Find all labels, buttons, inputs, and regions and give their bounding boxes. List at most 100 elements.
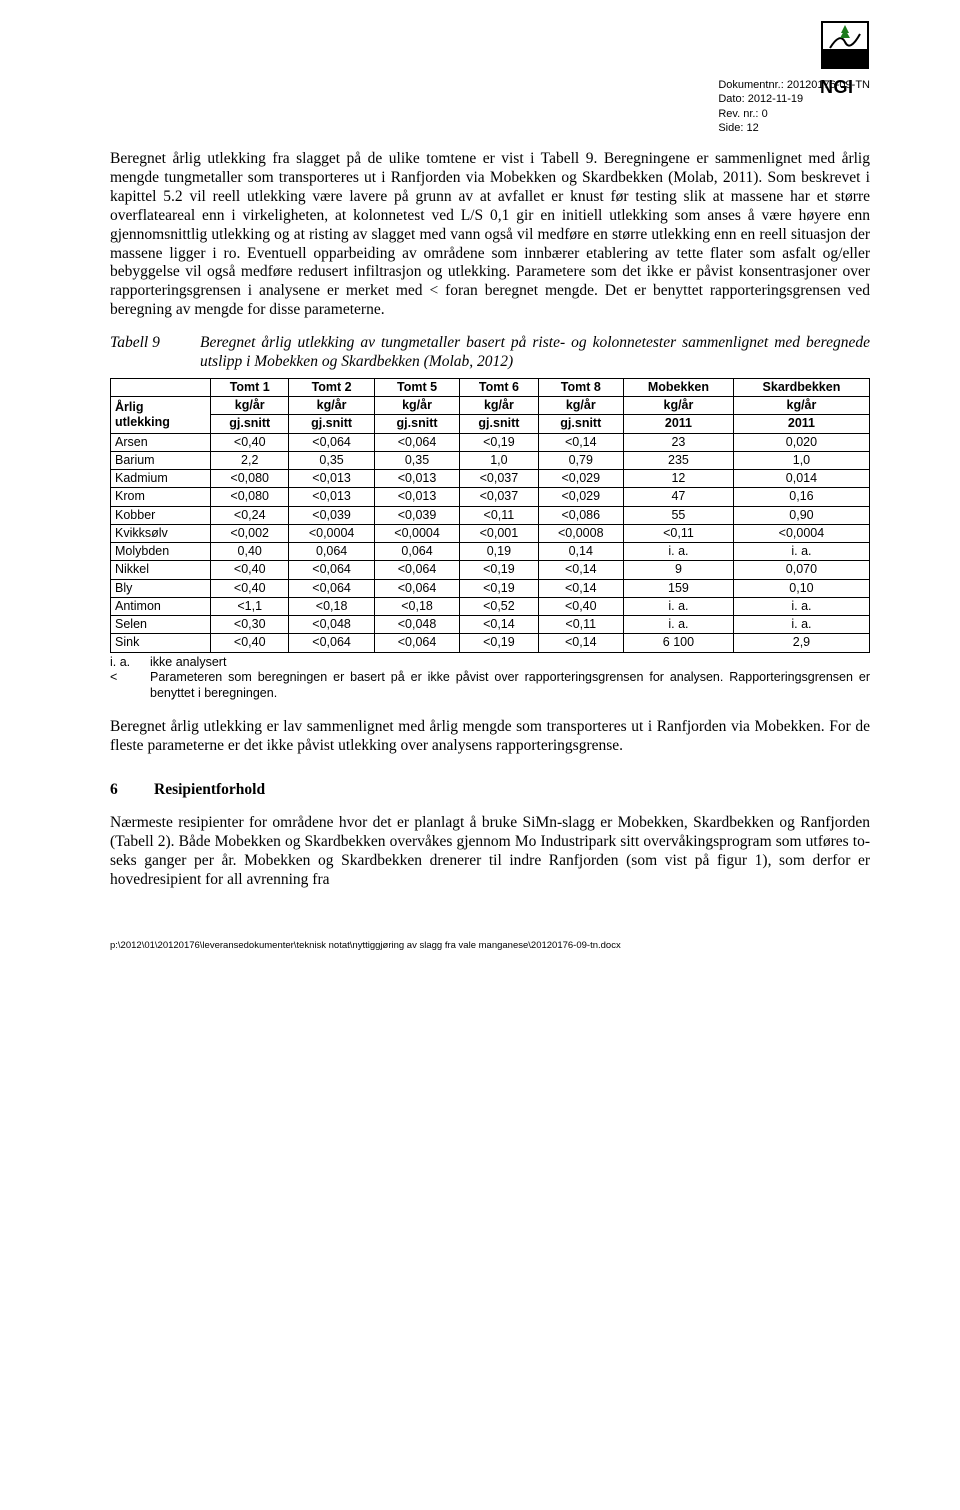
th-tomt5: Tomt 5 bbox=[374, 378, 459, 396]
row-label: Barium bbox=[111, 451, 211, 469]
cell: <0,064 bbox=[374, 579, 459, 597]
cell: i. a. bbox=[624, 616, 734, 634]
cell: 2,9 bbox=[733, 634, 869, 652]
th-unit-1: kg/år bbox=[211, 397, 289, 415]
th-skardbekken: Skardbekken bbox=[733, 378, 869, 396]
cell: <0,18 bbox=[289, 597, 374, 615]
table-caption: Beregnet årlig utlekking av tungmetaller… bbox=[200, 334, 870, 372]
th-unit-6: kg/år bbox=[624, 397, 734, 415]
date-label: Dato: bbox=[718, 93, 744, 105]
cell: <0,19 bbox=[460, 561, 538, 579]
cell: 0,35 bbox=[289, 451, 374, 469]
paragraph-1: Beregnet årlig utlekking fra slagget på … bbox=[110, 150, 870, 320]
th-tomt8: Tomt 8 bbox=[538, 378, 623, 396]
table-row: Arsen<0,40<0,064<0,064<0,19<0,14230,020 bbox=[111, 433, 870, 451]
cell: 0,064 bbox=[374, 543, 459, 561]
section-6-num: 6 bbox=[110, 781, 154, 800]
th-unit-5: kg/år bbox=[538, 397, 623, 415]
cell: 0,79 bbox=[538, 451, 623, 469]
cell: <0,52 bbox=[460, 597, 538, 615]
row-label: Kobber bbox=[111, 506, 211, 524]
cell: 23 bbox=[624, 433, 734, 451]
cell: <0,037 bbox=[460, 488, 538, 506]
cell: <0,0008 bbox=[538, 524, 623, 542]
th-arlig-l2: utlekking bbox=[115, 415, 206, 430]
cell: <0,037 bbox=[460, 470, 538, 488]
cell: <0,24 bbox=[211, 506, 289, 524]
cell: <0,086 bbox=[538, 506, 623, 524]
cell: <0,013 bbox=[289, 488, 374, 506]
rev-label: Rev. nr.: bbox=[718, 108, 758, 120]
cell: 235 bbox=[624, 451, 734, 469]
cell: <0,18 bbox=[374, 597, 459, 615]
cell: 0,35 bbox=[374, 451, 459, 469]
page: NGI Dokumentnr.: 20120176-09-TN Dato: 20… bbox=[0, 0, 960, 991]
th-year-1: 2011 bbox=[624, 415, 734, 433]
cell: <0,013 bbox=[374, 488, 459, 506]
rev: 0 bbox=[762, 108, 768, 120]
section-6-heading: 6Resipientforhold bbox=[110, 781, 870, 800]
cell: <0,0004 bbox=[374, 524, 459, 542]
cell: <0,40 bbox=[538, 597, 623, 615]
cell: <0,30 bbox=[211, 616, 289, 634]
table-row: Selen<0,30<0,048<0,048<0,14<0,11i. a.i. … bbox=[111, 616, 870, 634]
th-sub-3: gj.snitt bbox=[374, 415, 459, 433]
cell: <0,19 bbox=[460, 579, 538, 597]
fn-lt-val: Parameteren som beregningen er basert på… bbox=[150, 670, 870, 701]
th-sub-1: gj.snitt bbox=[211, 415, 289, 433]
th-blank bbox=[111, 378, 211, 396]
paragraph-3: Nærmeste resipienter for områdene hvor d… bbox=[110, 814, 870, 890]
cell: <0,048 bbox=[374, 616, 459, 634]
footnotes: i. a. ikke analysert < Parameteren som b… bbox=[110, 655, 870, 702]
row-label: Kvikksølv bbox=[111, 524, 211, 542]
cell: 0,020 bbox=[733, 433, 869, 451]
cell: i. a. bbox=[624, 543, 734, 561]
cell: 1,0 bbox=[733, 451, 869, 469]
cell: <0,11 bbox=[624, 524, 734, 542]
cell: <0,001 bbox=[460, 524, 538, 542]
cell: <0,080 bbox=[211, 470, 289, 488]
cell: <0,080 bbox=[211, 488, 289, 506]
cell: 6 100 bbox=[624, 634, 734, 652]
fn-lt-key: < bbox=[110, 670, 150, 701]
side-label: Side: bbox=[718, 122, 743, 134]
cell: <0,40 bbox=[211, 433, 289, 451]
table-row: Sink<0,40<0,064<0,064<0,19<0,146 1002,9 bbox=[111, 634, 870, 652]
cell: <0,064 bbox=[289, 579, 374, 597]
fn-ia-val: ikke analysert bbox=[150, 655, 870, 671]
cell: <0,40 bbox=[211, 579, 289, 597]
cell: i. a. bbox=[733, 616, 869, 634]
cell: <0,19 bbox=[460, 433, 538, 451]
cell: <0,013 bbox=[289, 470, 374, 488]
side: 12 bbox=[746, 122, 758, 134]
row-label: Krom bbox=[111, 488, 211, 506]
th-tomt1: Tomt 1 bbox=[211, 378, 289, 396]
section-6-title: Resipientforhold bbox=[154, 781, 265, 798]
th-tomt6: Tomt 6 bbox=[460, 378, 538, 396]
cell: <0,029 bbox=[538, 470, 623, 488]
cell: <0,40 bbox=[211, 634, 289, 652]
cell: <0,40 bbox=[211, 561, 289, 579]
cell: <0,11 bbox=[460, 506, 538, 524]
cell: <0,14 bbox=[460, 616, 538, 634]
th-unit-7: kg/år bbox=[733, 397, 869, 415]
cell: <0,064 bbox=[289, 634, 374, 652]
table-label: Tabell 9 bbox=[110, 334, 200, 372]
th-sub-4: gj.snitt bbox=[460, 415, 538, 433]
th-year-2: 2011 bbox=[733, 415, 869, 433]
cell: <0,0004 bbox=[733, 524, 869, 542]
cell: i. a. bbox=[733, 543, 869, 561]
cell: 0,16 bbox=[733, 488, 869, 506]
cell: <0,14 bbox=[538, 634, 623, 652]
table-body: Arsen<0,40<0,064<0,064<0,19<0,14230,020B… bbox=[111, 433, 870, 652]
table-row: Bly<0,40<0,064<0,064<0,19<0,141590,10 bbox=[111, 579, 870, 597]
table-row: Molybden0,400,0640,0640,190,14i. a.i. a. bbox=[111, 543, 870, 561]
table-row: Kvikksølv<0,002<0,0004<0,0004<0,001<0,00… bbox=[111, 524, 870, 542]
cell: 0,90 bbox=[733, 506, 869, 524]
table-caption-block: Tabell 9 Beregnet årlig utlekking av tun… bbox=[110, 334, 870, 372]
cell: i. a. bbox=[624, 597, 734, 615]
cell: 0,19 bbox=[460, 543, 538, 561]
cell: <0,013 bbox=[374, 470, 459, 488]
cell: <1,1 bbox=[211, 597, 289, 615]
table-header-row-1: Tomt 1 Tomt 2 Tomt 5 Tomt 6 Tomt 8 Mobek… bbox=[111, 378, 870, 396]
